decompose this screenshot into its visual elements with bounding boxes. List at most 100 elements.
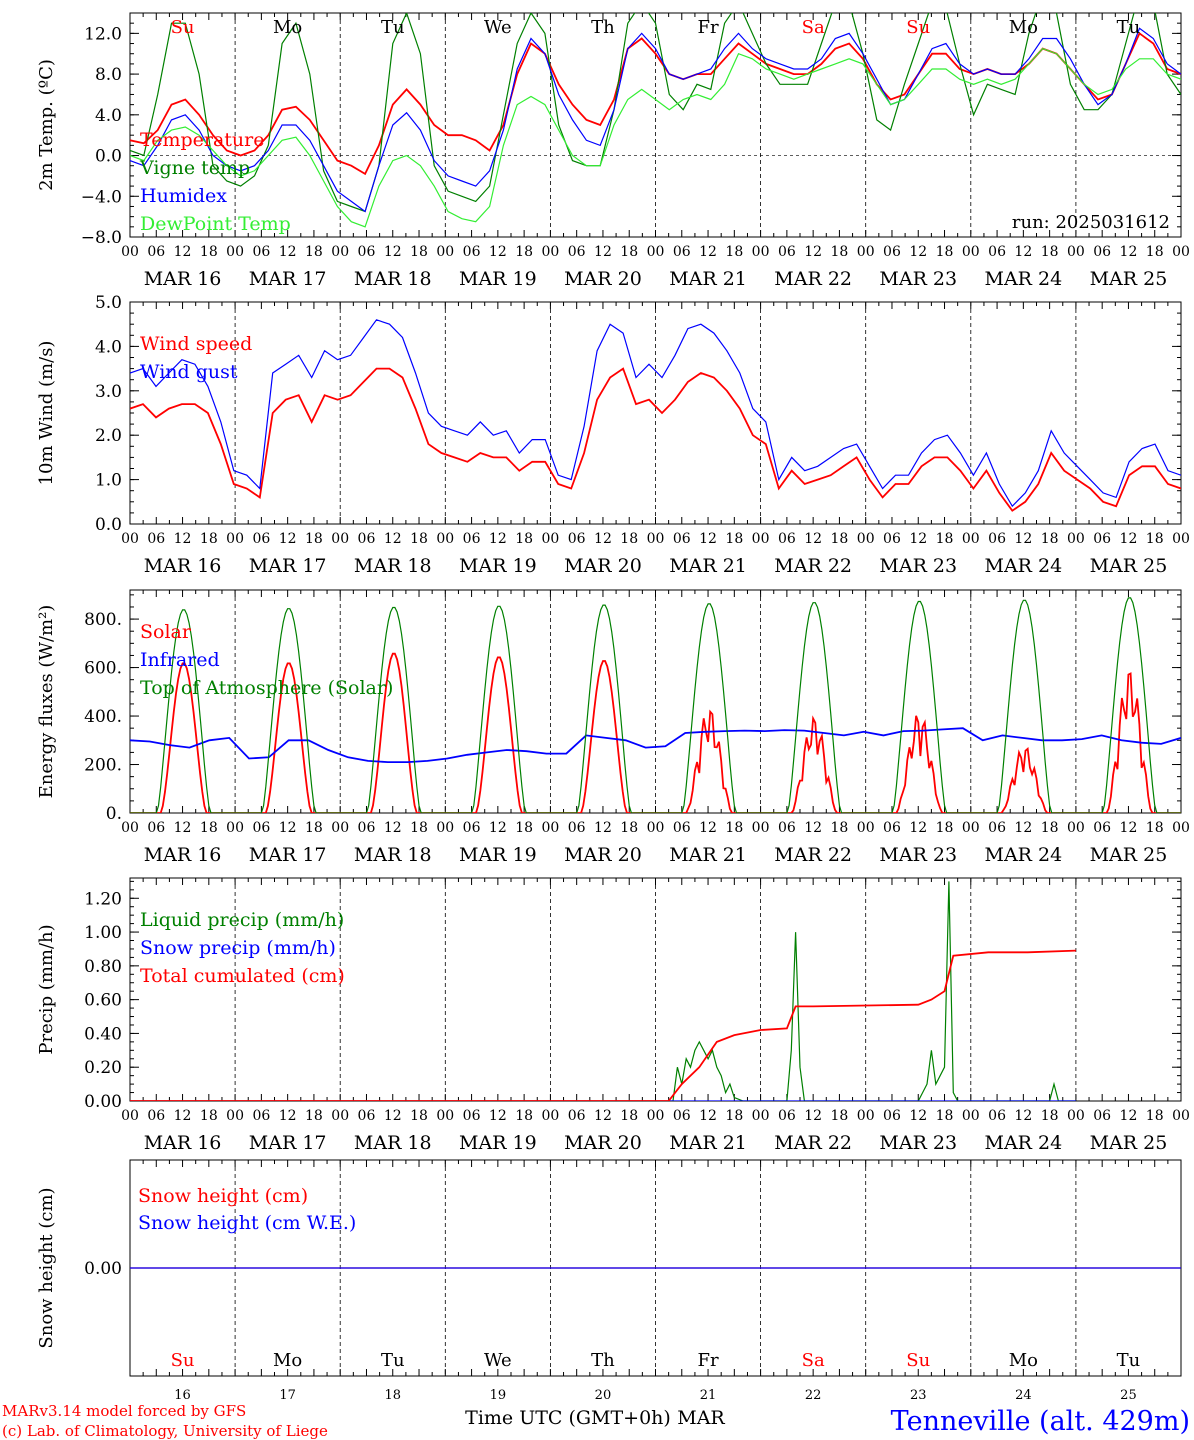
x-hour-label: 12 [489,1108,507,1124]
x-hour-label: 00 [752,1108,770,1124]
x-hour-label: 12 [594,244,612,260]
x-day-label: MAR 25 [1090,844,1168,866]
legend-entry: Liquid precip (mm/h) [140,909,344,931]
x-axis-month: MAR [677,1407,725,1429]
x-hour-label: 06 [1093,531,1111,547]
x-hour-label: 12 [699,531,717,547]
x-day-label: MAR 20 [564,555,642,577]
panel-4: 0.00 0.20 0.40 0.60 0.80 1.00 1.20 Precip (mm/h… [36,877,1190,1154]
x-day-label: MAR 21 [669,268,747,290]
y-tick-label: 12.0 [84,24,122,44]
panel-frame [129,301,1182,525]
weekday-label-top: Mo [1009,17,1038,38]
x-hour-label: 12 [1014,531,1032,547]
weekday-label-bottom: We [484,1350,512,1371]
x-hour-label: 06 [673,1108,691,1124]
x-hour-label: 06 [673,820,691,836]
series-line-2 [130,597,1181,813]
x-hour-label: 00 [857,531,875,547]
weekday-label-bottom: Fr [698,1350,719,1371]
x-hour-label: 18 [936,1108,954,1124]
series-line-2 [130,949,1076,1101]
x-hour-label: 18 [1041,531,1059,547]
x-hour-label: 12 [909,244,927,260]
x-hour-label: 12 [279,820,297,836]
x-hour-label: 12 [174,820,192,836]
x-hour-label: 00 [647,531,665,547]
x-hour-label: 00 [226,244,244,260]
series-line-0 [130,652,1181,813]
y-axis-label: 2m Temp. (ºC) [36,59,57,191]
x-hour-label: 00 [1067,531,1085,547]
day-number-label: 17 [279,1388,296,1403]
x-hour-label: 06 [252,244,270,260]
x-hour-label: 06 [147,1108,165,1124]
x-day-label: MAR 25 [1090,1132,1168,1154]
x-hour-label: 06 [463,1108,481,1124]
x-day-label: MAR 23 [879,268,957,290]
footer-credit: (c) Lab. of Climatology, University of L… [2,1422,328,1440]
y-tick-label: 0.40 [84,1024,122,1044]
x-hour-label: 12 [594,1108,612,1124]
x-hour-label: 00 [121,820,139,836]
x-hour-label: 06 [673,244,691,260]
panel-2: 0.0 1.0 2.0 3.0 4.0 5.0 10m Wind (m/s) Wind spe… [36,293,1190,577]
x-hour-label: 12 [174,531,192,547]
x-hour-label: 00 [962,244,980,260]
station-label: Tenneville (alt. 429m) [891,1406,1190,1437]
weekday-label-bottom: Tu [1117,1350,1141,1371]
x-hour-label: 06 [673,531,691,547]
y-tick-label: 4.0 [95,106,122,126]
x-hour-label: 06 [252,531,270,547]
x-hour-label: 18 [831,244,849,260]
x-hour-label: 06 [883,1108,901,1124]
x-hour-label: 12 [489,820,507,836]
x-hour-label: 12 [804,820,822,836]
series-line-0 [130,367,1181,512]
day-number-label: 18 [384,1388,401,1403]
x-hour-label: 00 [331,244,349,260]
x-day-label: MAR 17 [249,844,327,866]
x-hour-label: 06 [358,244,376,260]
x-hour-label: 18 [200,244,218,260]
x-hour-label: 00 [541,531,559,547]
x-day-label: MAR 22 [774,1132,852,1154]
x-hour-label: 00 [752,244,770,260]
x-day-label: MAR 16 [144,268,222,290]
x-hour-label: 00 [962,531,980,547]
x-day-label: MAR 16 [144,1132,222,1154]
x-day-label: MAR 19 [459,844,537,866]
x-hour-label: 00 [226,531,244,547]
y-tick-label: −8.0 [81,228,122,248]
y-axis-label: 10m Wind (m/s) [36,341,57,486]
x-day-label: MAR 18 [354,555,432,577]
panel-1: −8.0 −4.0 0.0 4.0 8.0 12.0 2m Temp. (ºC) Temper… [36,12,1190,290]
x-day-label: MAR 19 [459,555,537,577]
x-hour-label: 12 [909,1108,927,1124]
x-hour-label: 00 [541,244,559,260]
x-day-label: MAR 19 [459,1132,537,1154]
x-hour-label: 18 [725,531,743,547]
weekday-label-bottom: Th [591,1350,615,1371]
legend-entry: DewPoint Temp [140,213,291,235]
x-day-label: MAR 24 [984,555,1062,577]
x-hour-label: 18 [1041,1108,1059,1124]
x-hour-label: 00 [1172,244,1190,260]
weekday-label-bottom: Su [906,1350,930,1371]
weekday-label-top: We [484,17,512,38]
x-hour-label: 18 [410,531,428,547]
x-day-label: MAR 21 [669,555,747,577]
x-hour-label: 18 [620,244,638,260]
x-hour-label: 06 [988,1108,1006,1124]
y-tick-label: 0.60 [84,991,122,1011]
x-hour-label: 12 [174,244,192,260]
weekday-label-bottom: Mo [273,1350,302,1371]
x-hour-label: 12 [1120,244,1138,260]
x-hour-label: 06 [883,244,901,260]
x-hour-label: 18 [725,1108,743,1124]
x-hour-label: 18 [410,244,428,260]
legend-entry: Snow height (cm W.E.) [138,1212,356,1234]
x-hour-label: 12 [594,820,612,836]
x-day-label: MAR 24 [984,1132,1062,1154]
x-hour-label: 18 [305,1108,323,1124]
